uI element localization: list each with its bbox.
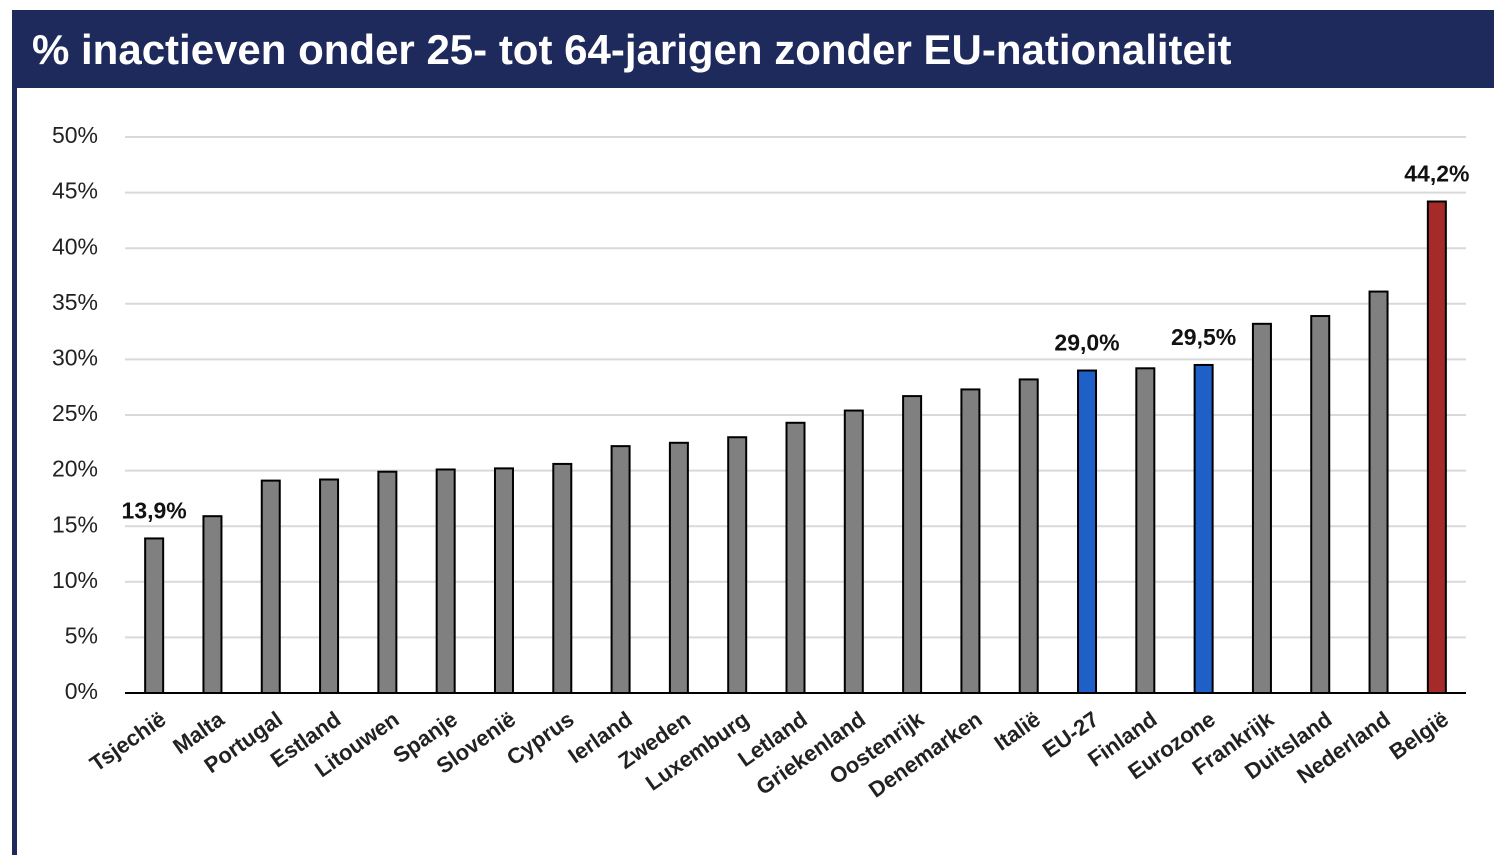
y-tick-label: 50% xyxy=(52,122,98,148)
frame-left xyxy=(12,88,17,855)
x-tick-label: Cyprus xyxy=(502,706,578,770)
bar xyxy=(1193,363,1214,694)
bar xyxy=(260,479,281,694)
bar xyxy=(1077,369,1098,694)
bar xyxy=(144,537,165,694)
y-tick-label: 20% xyxy=(52,456,98,482)
bar xyxy=(1135,367,1156,694)
y-tick-label: 25% xyxy=(52,400,98,426)
bar xyxy=(1018,378,1039,694)
bar xyxy=(785,421,806,694)
value-label: 13,9% xyxy=(122,498,187,524)
bar xyxy=(552,462,573,695)
bar xyxy=(319,478,340,694)
value-label: 29,0% xyxy=(1054,330,1119,356)
y-tick-label: 40% xyxy=(52,233,98,259)
x-tick-label: Tsjechië xyxy=(85,706,170,776)
y-tick-label: 0% xyxy=(65,678,98,704)
value-label: 44,2% xyxy=(1404,161,1469,187)
bar xyxy=(493,467,514,694)
chart-title: % inactieven onder 25- tot 64-jarigen zo… xyxy=(32,26,1232,73)
bar xyxy=(960,388,981,694)
bar xyxy=(843,409,864,694)
bar xyxy=(610,445,631,694)
bar xyxy=(1426,200,1447,694)
y-tick-label: 30% xyxy=(52,344,98,370)
y-tick-label: 15% xyxy=(52,511,98,537)
bar xyxy=(902,395,923,694)
title-bar xyxy=(12,10,1494,88)
y-tick-label: 35% xyxy=(52,289,98,315)
bar xyxy=(435,468,456,694)
bar xyxy=(1251,322,1272,694)
value-label: 29,5% xyxy=(1171,324,1236,350)
bar xyxy=(1368,290,1389,694)
x-tick-label: België xyxy=(1385,706,1453,764)
x-tick-label: Italië xyxy=(990,706,1045,755)
bar xyxy=(202,515,223,695)
bar xyxy=(377,470,398,694)
bar xyxy=(727,436,748,694)
y-tick-label: 10% xyxy=(52,567,98,593)
y-tick-label: 45% xyxy=(52,178,98,204)
y-tick-label: 5% xyxy=(65,622,98,648)
bar xyxy=(1310,315,1331,694)
bar xyxy=(668,441,689,694)
